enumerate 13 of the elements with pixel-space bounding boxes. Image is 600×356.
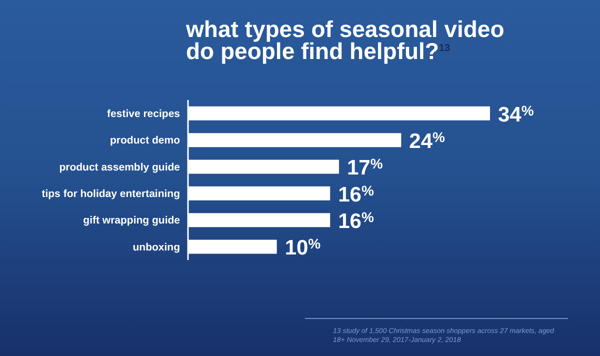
y-tick-label: unboxing xyxy=(132,241,180,254)
data-label: 34$^{%}$ xyxy=(498,102,534,126)
y-tick-label: tips for holiday entertaining xyxy=(42,188,180,200)
data-label: 17$^{%}$ xyxy=(347,156,384,180)
chart-title: what types of seasonal video do people find helpful?$^{13}$ xyxy=(186,16,506,64)
data-label: 24$^{%}$ xyxy=(409,129,446,154)
y-tick-label: gift wrapping guide xyxy=(83,214,180,227)
data-label: 16$^{%}$ xyxy=(338,209,374,234)
y-tick-label: product assembly guide xyxy=(59,161,180,174)
y-tick-label: festive recipes xyxy=(107,108,180,120)
data-label: 16$^{%}$ xyxy=(338,182,374,206)
y-tick-label: product demo xyxy=(110,134,180,147)
data-label: 10$^{%}$ xyxy=(284,236,322,260)
